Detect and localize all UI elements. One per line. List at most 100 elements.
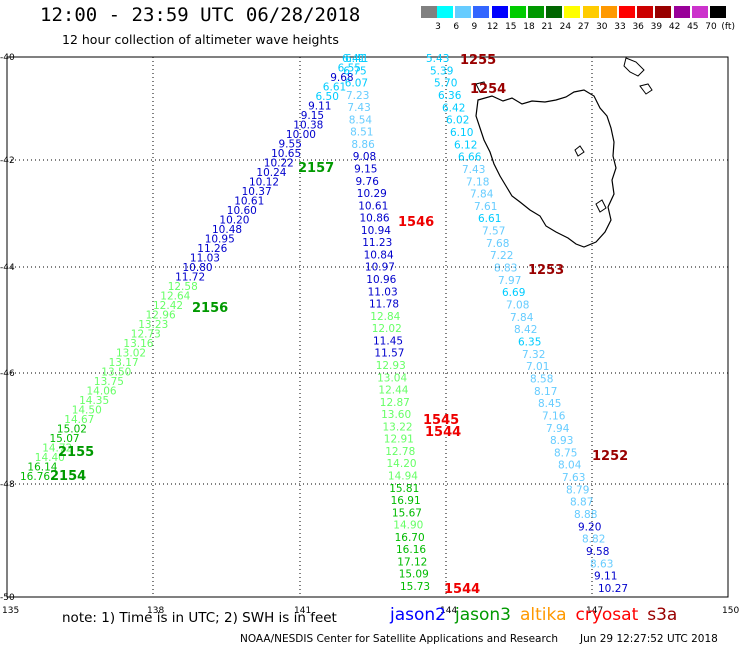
scale-swatch <box>473 6 490 18</box>
swh-label-track-b: 10.29 <box>357 188 387 200</box>
time-label: 2154 <box>50 469 86 484</box>
swh-label-track-b: 10.84 <box>364 250 394 262</box>
swh-label-track-b: 8.54 <box>349 114 373 126</box>
swh-label-track-c: 5.43 <box>426 53 449 65</box>
lat-tick-label: -42 <box>0 156 15 166</box>
scale-swatch <box>546 6 563 18</box>
lon-tick-label: 144 <box>440 606 457 616</box>
swh-label-track-c: 8.45 <box>538 398 561 410</box>
swh-label-track-a: 10.80 <box>183 262 213 274</box>
swh-label-track-a: 10.95 <box>205 234 235 246</box>
swh-label-track-b: 6.07 <box>345 78 368 90</box>
swh-label-track-c: 8.04 <box>558 460 582 472</box>
swh-label-track-b: 10.96 <box>366 274 396 286</box>
swh-label-track-a: 10.60 <box>227 205 257 217</box>
swh-label-track-b: 13.22 <box>383 421 413 433</box>
swh-label-track-a: 12.64 <box>160 291 190 303</box>
lon-tick-label: 141 <box>294 606 311 616</box>
scale-swatch <box>619 6 635 18</box>
lon-tick-label: 150 <box>722 606 739 616</box>
swh-label-track-c: 7.63 <box>562 472 585 484</box>
swh-label-track-c: 8.88 <box>574 509 597 521</box>
swh-label-track-a: 14.35 <box>79 395 109 407</box>
swh-label-track-b: 17.12 <box>397 556 427 568</box>
swh-label-track-b: 8.51 <box>350 127 373 139</box>
swh-label-track-c: 5.39 <box>430 65 453 77</box>
time-label: 2155 <box>58 445 94 460</box>
scale-swatch <box>564 6 581 18</box>
scale-label: 39 <box>650 22 663 32</box>
scale-label: 9 <box>471 22 478 32</box>
swh-label-track-c: 6.10 <box>450 127 473 139</box>
swh-label-track-a: 11.03 <box>190 253 220 265</box>
scale-label: 36 <box>632 22 644 32</box>
scale-label: 33 <box>614 22 626 32</box>
scale-swatch <box>691 6 708 18</box>
scale-swatch <box>655 6 672 18</box>
scale-label: 3 <box>435 22 441 32</box>
swh-label-track-b: 9.76 <box>356 176 380 188</box>
swh-label-track-a: 6.50 <box>316 91 339 103</box>
swh-label-track-c: 6.35 <box>518 337 541 349</box>
time-label: 1252 <box>592 449 628 464</box>
swh-label-track-b: 12.91 <box>384 434 414 446</box>
swh-label-track-a: 15.07 <box>50 433 80 445</box>
swh-label-track-a: 13.02 <box>116 348 146 360</box>
swh-label-track-c: 6.42 <box>442 102 465 114</box>
swh-label-track-a: 11.26 <box>197 243 227 255</box>
swh-label-track-c: 5.70 <box>434 78 457 90</box>
swh-label-track-a: 10.48 <box>212 224 242 236</box>
swh-label-track-a: 13.50 <box>101 367 131 379</box>
swh-label-track-c: 9.58 <box>586 546 609 558</box>
swh-label-track-b: 13.04 <box>377 372 407 384</box>
lon-tick-label: 138 <box>147 606 164 616</box>
scale-label: 70 <box>705 22 717 32</box>
swh-label-track-c: 7.22 <box>490 250 513 262</box>
map-title: 12:00 - 23:59 UTC 06/28/2018 <box>40 4 361 26</box>
swh-label-track-b: 16.70 <box>395 532 425 544</box>
swh-label-track-a: 9.11 <box>308 101 331 113</box>
swh-label-track-c: 7.61 <box>474 201 497 213</box>
swh-label-track-a: 10.12 <box>249 177 279 189</box>
swh-label-track-a: 16.76 <box>20 471 50 483</box>
scale-swatch <box>710 6 726 18</box>
swh-label-track-b: 15.73 <box>400 581 430 593</box>
scale-swatch <box>600 6 617 18</box>
tasmania-coastline <box>475 89 617 248</box>
lat-tick-label: -44 <box>0 263 15 273</box>
swh-label-track-c: 7.84 <box>510 312 534 324</box>
lon-tick-label: 147 <box>586 606 603 616</box>
swh-label-track-b: 12.93 <box>376 360 406 372</box>
scale-label: 6 <box>453 22 460 32</box>
time-label: 2157 <box>298 161 334 176</box>
swh-label-track-b: 7.23 <box>346 90 369 102</box>
swh-label-track-b: 15.09 <box>399 569 429 581</box>
swh-label-track-c: 6.61 <box>478 213 501 225</box>
swh-label-track-a: 14.06 <box>87 386 117 398</box>
swh-label-track-b: 9.15 <box>354 164 377 176</box>
swh-label-track-b: 14.90 <box>393 520 423 532</box>
swh-label-track-a: 6.61 <box>323 82 346 94</box>
swh-label-track-b: 14.94 <box>388 471 418 483</box>
swh-label-track-c: 7.84 <box>470 189 494 201</box>
scale-swatch <box>509 6 526 18</box>
scale-label: 15 <box>505 22 517 32</box>
map-subtitle: 12 hour collection of altimeter wave hei… <box>62 32 339 47</box>
swh-label-track-b: 11.23 <box>362 237 392 249</box>
swh-label-track-c: 7.57 <box>482 226 505 238</box>
scale-unit: (ft) <box>721 22 735 32</box>
satellite-legend: jason2 jason3 altika cryosat s3a <box>390 605 686 625</box>
swh-label-track-a: 9.68 <box>330 72 353 84</box>
swh-label-track-b: 6.75 <box>343 65 366 77</box>
footnote: note: 1) Time is in UTC; 2) SWH is in fe… <box>62 610 337 626</box>
generated-timestamp: Jun 29 12:27:52 UTC 2018 <box>580 633 718 645</box>
swh-label-track-a: 6.55 <box>338 63 361 75</box>
swh-label-track-b: 9.08 <box>353 151 376 163</box>
swh-label-track-a: 10.22 <box>264 158 294 170</box>
time-label: 1254 <box>470 82 506 97</box>
swh-label-track-a: 10.37 <box>242 186 272 198</box>
swh-label-track-a: 10.61 <box>234 196 264 208</box>
swh-label-track-c: 6.66 <box>458 152 482 164</box>
lat-tick-label: -48 <box>0 480 15 490</box>
swh-label-track-c: 8.63 <box>590 558 613 570</box>
